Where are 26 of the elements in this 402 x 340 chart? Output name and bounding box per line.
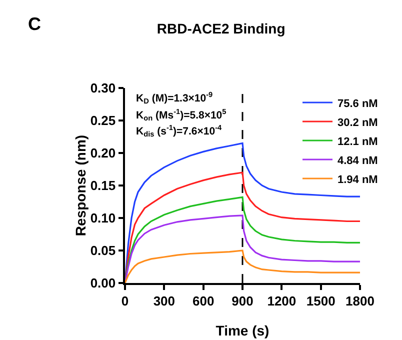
annotation: K$_{dis}$ (s$^{-1}$)=7.6×10$^{-4}$ [136, 123, 223, 139]
chart-title: RBD-ACE2 Binding [156, 20, 286, 37]
legend-label: 75.6 nM [338, 98, 378, 110]
annotation: K$_{on}$ (Ms$^{-1}$)=5.8×10$^{5}$ [136, 107, 226, 123]
x-tick-label: 900 [232, 293, 254, 308]
x-tick-label: 600 [192, 293, 214, 308]
y-tick-label: 0.25 [90, 113, 116, 128]
x-tick-label: 1500 [306, 293, 336, 308]
y-axis-title: Response (nm) [72, 134, 88, 236]
y-tick-label: 0.30 [90, 80, 116, 96]
legend-label: 30.2 nM [338, 116, 378, 129]
x-axis-title: Time (s) [216, 322, 270, 338]
x-tick-label: 1800 [346, 293, 374, 308]
x-tick-label: 1200 [267, 293, 296, 308]
x-tick-label: 300 [153, 293, 176, 308]
y-tick-label: 0.10 [90, 210, 116, 226]
y-tick-label: 0.05 [90, 243, 116, 258]
legend-label: 12.1 nM [338, 136, 378, 148]
x-tick-label: 0 [121, 293, 129, 308]
text: C [28, 14, 41, 34]
annotation: K$_{D}$ (M)=1.3×10$^{-9}$ [136, 90, 213, 106]
y-tick-label: 0.15 [90, 178, 116, 194]
y-tick-label: 0.00 [90, 276, 116, 291]
legend-label: 4.84 nM [338, 154, 378, 167]
y-tick-label: 0.20 [90, 146, 116, 161]
legend-label: 1.94 nM [338, 174, 378, 186]
